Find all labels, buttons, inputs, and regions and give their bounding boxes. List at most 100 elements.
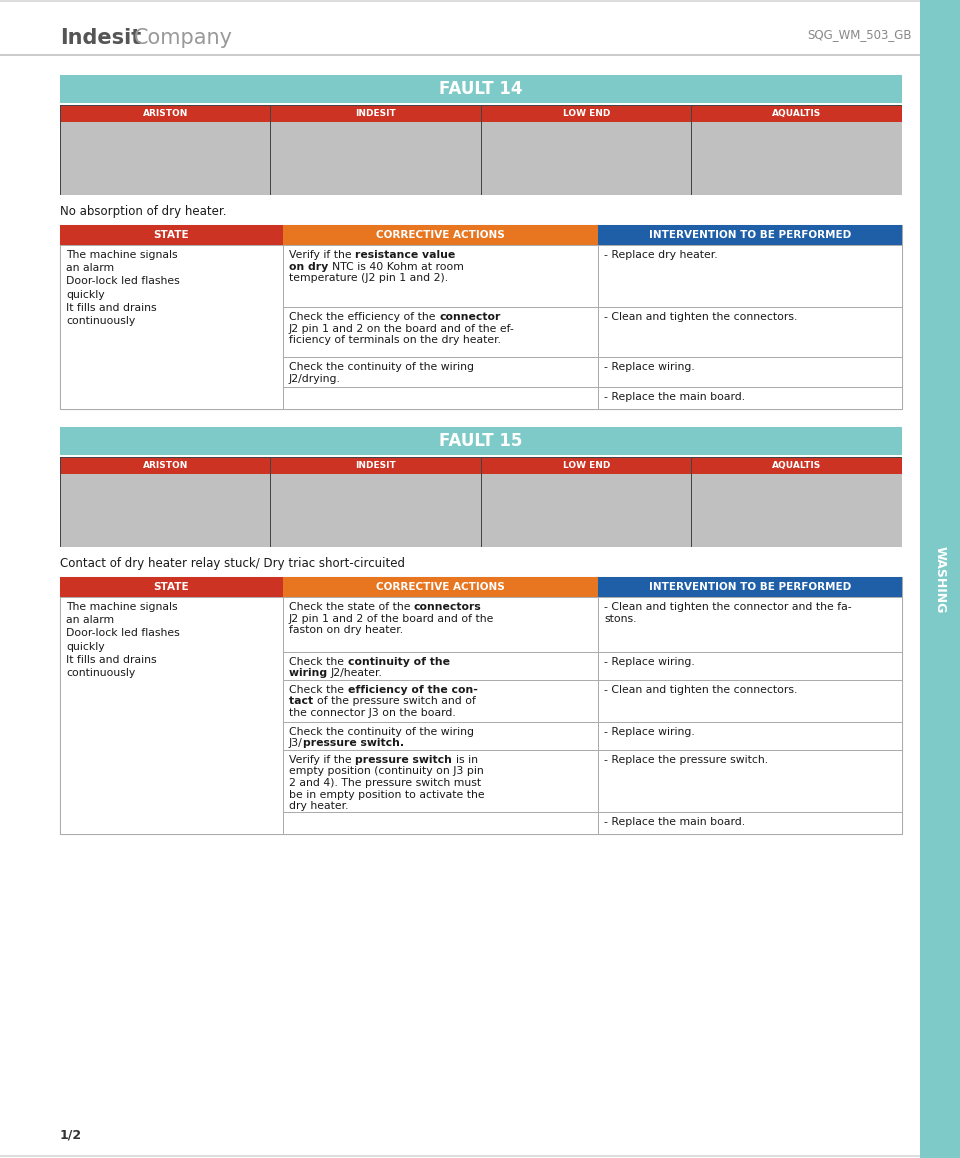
Bar (283, 357, 598, 387)
Text: connectors: connectors (414, 602, 482, 611)
Text: AQUALTIS: AQUALTIS (772, 109, 822, 118)
Bar (598, 721, 902, 750)
Bar (60, 577, 283, 598)
Bar (692, 474, 901, 547)
Bar (283, 225, 598, 245)
Text: Check the state of the: Check the state of the (289, 602, 414, 611)
Text: - Replace wiring.: - Replace wiring. (604, 727, 695, 736)
Text: ARISTON: ARISTON (143, 109, 188, 118)
Bar (598, 245, 902, 307)
Text: continuity of the: continuity of the (348, 657, 449, 667)
Text: CORRECTIVE ACTIONS: CORRECTIVE ACTIONS (376, 582, 505, 592)
Text: faston on dry heater.: faston on dry heater. (289, 625, 403, 635)
Text: The machine signals
an alarm
Door-lock led flashes
quickly
It fills and drains
c: The machine signals an alarm Door-lock l… (66, 602, 180, 677)
Text: LOW END: LOW END (563, 109, 610, 118)
Text: tact: tact (289, 696, 317, 706)
Text: empty position (continuity on J3 pin: empty position (continuity on J3 pin (289, 767, 484, 777)
Text: on dry: on dry (289, 262, 332, 271)
Text: the connector J3 on the board.: the connector J3 on the board. (289, 708, 456, 718)
Bar (692, 122, 901, 195)
Bar (60, 427, 902, 455)
Bar (598, 225, 902, 245)
Bar (60, 577, 902, 834)
Text: J3/: J3/ (289, 739, 302, 748)
Text: temperature (J2 pin 1 and 2).: temperature (J2 pin 1 and 2). (289, 273, 448, 283)
Text: of the pressure switch and of: of the pressure switch and of (317, 696, 476, 706)
Text: Indesit: Indesit (60, 28, 141, 47)
Text: be in empty position to activate the: be in empty position to activate the (289, 790, 485, 799)
Text: dry heater.: dry heater. (289, 801, 348, 811)
Text: - Replace the pressure switch.: - Replace the pressure switch. (604, 755, 768, 765)
Text: INTERVENTION TO BE PERFORMED: INTERVENTION TO BE PERFORMED (649, 230, 852, 240)
Bar (283, 750, 598, 812)
Text: STATE: STATE (154, 230, 189, 240)
Bar (60, 598, 283, 834)
Text: - Clean and tighten the connectors.: - Clean and tighten the connectors. (604, 686, 798, 695)
Bar (60, 105, 270, 123)
Bar (283, 598, 598, 652)
Bar (920, 0, 960, 1158)
Text: wiring: wiring (289, 668, 331, 679)
Bar (692, 457, 901, 475)
Text: INTERVENTION TO BE PERFORMED: INTERVENTION TO BE PERFORMED (649, 582, 852, 592)
Bar (482, 105, 691, 123)
Bar (598, 307, 902, 357)
Text: Check the continuity of the wiring: Check the continuity of the wiring (289, 727, 474, 736)
Text: - Replace wiring.: - Replace wiring. (604, 362, 695, 372)
Bar (598, 812, 902, 834)
Bar (60, 457, 902, 547)
Text: Contact of dry heater relay stuck/ Dry triac short-circuited: Contact of dry heater relay stuck/ Dry t… (60, 557, 405, 570)
Text: Check the: Check the (289, 657, 348, 667)
Bar (60, 474, 270, 547)
Text: Company: Company (134, 28, 233, 47)
Text: Verify if the: Verify if the (289, 250, 355, 261)
Text: FAULT 15: FAULT 15 (440, 432, 522, 450)
Bar (598, 680, 902, 721)
Bar (598, 577, 902, 598)
Bar (271, 474, 481, 547)
Bar (598, 357, 902, 387)
Text: Check the efficiency of the: Check the efficiency of the (289, 312, 439, 322)
Text: - Replace the main board.: - Replace the main board. (604, 393, 745, 402)
Text: INDESIT: INDESIT (355, 461, 396, 470)
Bar (283, 652, 598, 680)
Text: CORRECTIVE ACTIONS: CORRECTIVE ACTIONS (376, 230, 505, 240)
Bar (598, 387, 902, 409)
Bar (283, 387, 598, 409)
Text: Verify if the: Verify if the (289, 755, 355, 765)
Text: ARISTON: ARISTON (143, 461, 188, 470)
Bar (598, 750, 902, 812)
Bar (271, 457, 481, 475)
Text: 2 and 4). The pressure switch must: 2 and 4). The pressure switch must (289, 778, 481, 787)
Text: 1/2: 1/2 (60, 1128, 83, 1141)
Bar (271, 122, 481, 195)
Text: - Replace the main board.: - Replace the main board. (604, 818, 745, 827)
Bar (283, 680, 598, 721)
Text: SQG_WM_503_GB: SQG_WM_503_GB (807, 28, 912, 41)
Bar (283, 721, 598, 750)
Text: J2 pin 1 and 2 on the board and of the ef-: J2 pin 1 and 2 on the board and of the e… (289, 323, 515, 334)
Text: Check the: Check the (289, 686, 348, 695)
Text: - Replace dry heater.: - Replace dry heater. (604, 250, 718, 261)
Text: J2/heater.: J2/heater. (331, 668, 383, 679)
Text: No absorption of dry heater.: No absorption of dry heater. (60, 205, 227, 218)
Text: Check the continuity of the wiring: Check the continuity of the wiring (289, 362, 474, 372)
Bar (60, 225, 902, 409)
Text: STATE: STATE (154, 582, 189, 592)
Text: stons.: stons. (604, 614, 636, 623)
Bar (60, 225, 283, 245)
Text: J2/drying.: J2/drying. (289, 374, 341, 383)
Text: J2 pin 1 and 2 of the board and of the: J2 pin 1 and 2 of the board and of the (289, 614, 494, 623)
Text: efficiency of the con-: efficiency of the con- (348, 686, 477, 695)
Text: resistance value: resistance value (355, 250, 455, 261)
Bar (482, 457, 691, 475)
Bar (283, 577, 598, 598)
Bar (283, 812, 598, 834)
Bar (283, 245, 598, 307)
Text: LOW END: LOW END (563, 461, 610, 470)
Bar (598, 598, 902, 652)
Text: FAULT 14: FAULT 14 (440, 80, 523, 98)
Text: connector: connector (439, 312, 500, 322)
Text: pressure switch: pressure switch (355, 755, 456, 765)
Bar (0, 1155, 920, 1157)
